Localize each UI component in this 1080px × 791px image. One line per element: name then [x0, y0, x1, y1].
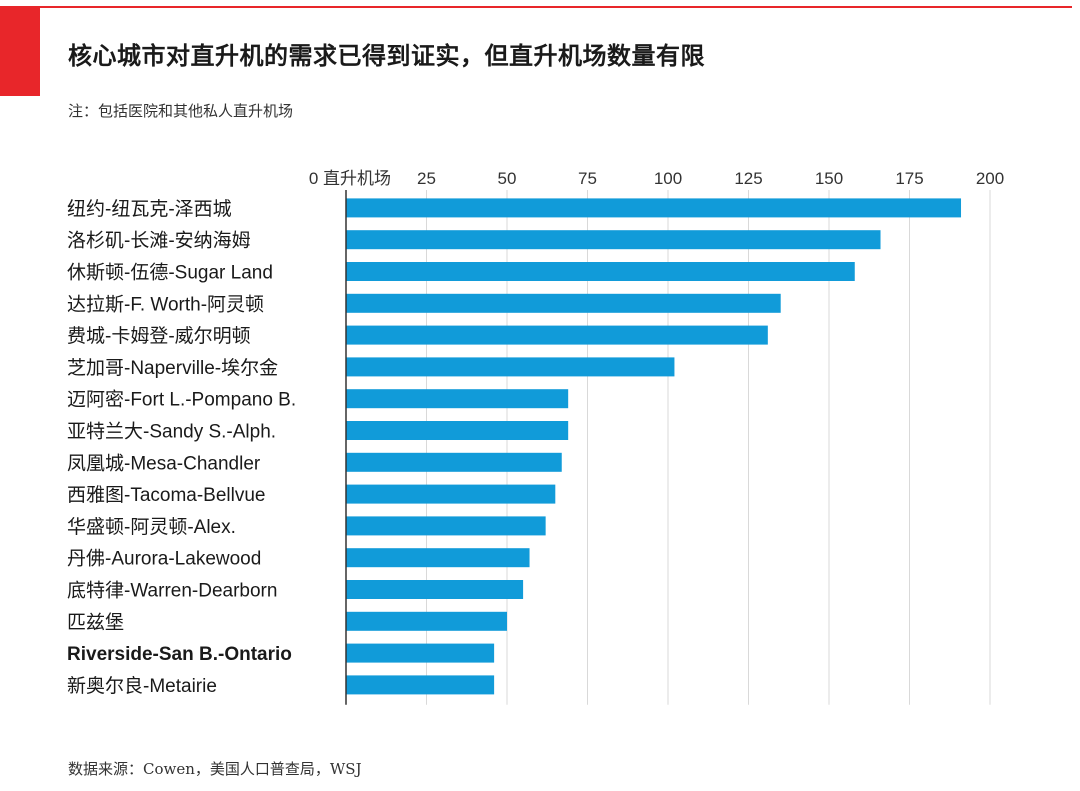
x-tick-label: 150: [815, 169, 843, 188]
bar: [346, 389, 569, 409]
bar: [346, 357, 675, 377]
category-label: 洛杉矶-长滩-安纳海姆: [67, 230, 251, 252]
category-label: 新奥尔良-Metairie: [67, 675, 217, 697]
bar: [346, 452, 562, 472]
x-tick-label: 100: [654, 169, 682, 188]
bar: [346, 516, 546, 536]
category-label: 达拉斯-F. Worth-阿灵顿: [67, 293, 264, 315]
accent-block: [0, 8, 40, 96]
bar: [346, 230, 881, 250]
category-label: 亚特兰大-Sandy S.-Alph.: [67, 421, 276, 443]
x-tick-label: 0 直升机场: [309, 169, 391, 188]
chart-note: 注：包括医院和其他私人直升机场: [68, 102, 294, 120]
category-label: 丹佛-Aurora-Lakewood: [67, 548, 261, 570]
x-tick-label: 50: [498, 169, 517, 188]
x-tick-label: 125: [734, 169, 762, 188]
bar: [346, 262, 855, 281]
bar: [346, 548, 530, 568]
bar: [346, 611, 507, 631]
bar: [346, 293, 781, 313]
bar: [346, 484, 556, 504]
bar: [346, 325, 768, 345]
top-accent-rule: [0, 6, 1072, 8]
x-tick-label: 75: [578, 169, 597, 188]
category-label: 底特律-Warren-Dearborn: [67, 580, 277, 602]
category-label: 纽约-纽瓦克-泽西城: [67, 198, 232, 220]
category-label: 迈阿密-Fort L.-Pompano B.: [67, 389, 296, 411]
bar: [346, 198, 962, 218]
bar: [346, 421, 569, 440]
category-label: 华盛顿-阿灵顿-Alex.: [67, 516, 236, 538]
bar: [346, 580, 524, 599]
x-tick-label: 200: [976, 169, 1004, 188]
bar: [346, 643, 495, 663]
source-note: 数据来源：Cowen，美国人口普查局，WSJ: [68, 760, 362, 778]
category-label: Riverside-San B.-Ontario: [67, 644, 292, 665]
x-tick-label: 175: [895, 169, 923, 188]
x-tick-label: 25: [417, 169, 436, 188]
category-label: 休斯顿-伍德-Sugar Land: [67, 262, 273, 284]
bar: [346, 675, 495, 695]
category-label: 凤凰城-Mesa-Chandler: [67, 452, 261, 474]
category-label: 匹兹堡: [67, 611, 124, 633]
page-title: 核心城市对直升机的需求已得到证实，但直升机场数量有限: [68, 42, 705, 70]
category-label: 芝加哥-Naperville-埃尔金: [67, 357, 278, 379]
category-label: 费城-卡姆登-威尔明顿: [67, 325, 251, 347]
bar-chart: 0 直升机场 25 50 75 100 125 150 175 200 纽约-纽瓦克-泽西城洛杉矶…: [67, 169, 1004, 705]
category-label: 西雅图-Tacoma-Bellvue: [67, 484, 266, 506]
